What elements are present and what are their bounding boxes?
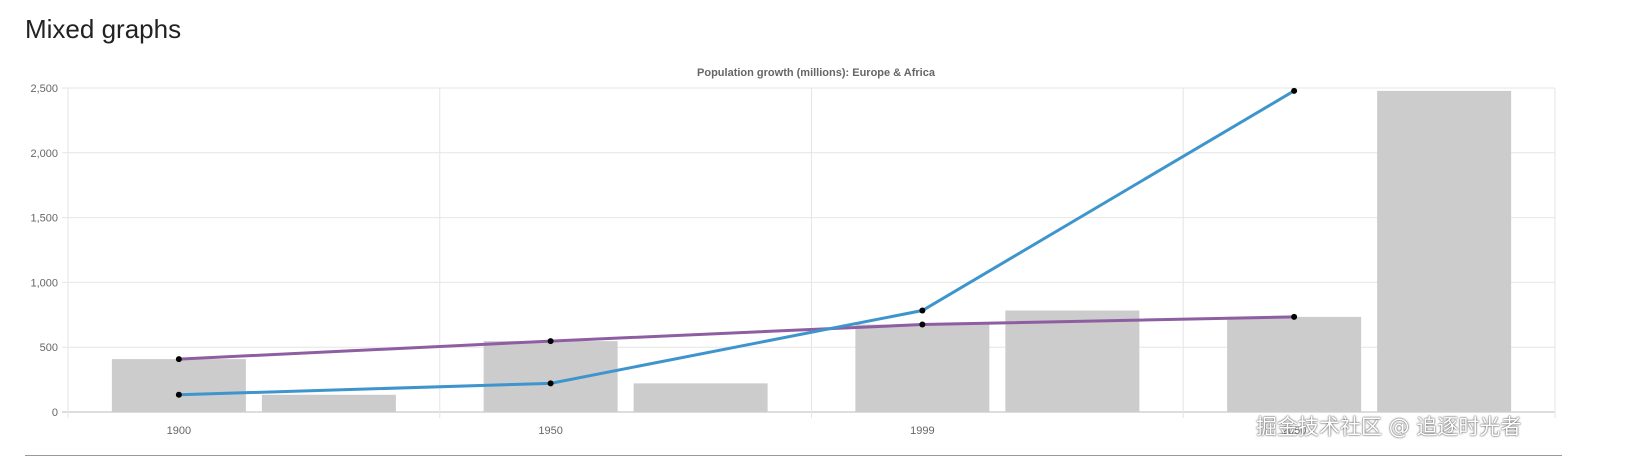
- x-tick-label: 1950: [538, 425, 562, 437]
- chart-axes: 0 500 1,000 1,500 2,000 2,500 1900 1950 1999 2050: [30, 83, 1306, 437]
- y-tick-label: 0: [52, 407, 58, 419]
- y-tick-label: 1,500: [30, 213, 58, 225]
- point-africa-1999: [919, 307, 926, 314]
- line-europe: [178, 315, 1295, 361]
- point-africa-1900: [175, 391, 182, 398]
- bar-africa-1900: [261, 394, 396, 412]
- point-africa-1950: [547, 380, 554, 387]
- mixed-chart: Population growth (millions): Europe & A…: [30, 67, 1556, 437]
- point-europe-1999: [919, 321, 926, 328]
- chart-lines: [175, 87, 1298, 398]
- bar-europe-1900: [111, 359, 246, 412]
- point-europe-2050: [1291, 313, 1298, 320]
- page-title: Mixed graphs: [25, 14, 182, 44]
- bar-africa-1999: [1005, 310, 1140, 412]
- chart-bars: [111, 90, 1512, 412]
- point-europe-1900: [175, 356, 182, 363]
- y-tick-label: 2,000: [30, 148, 58, 160]
- divider: [25, 455, 1562, 456]
- line-africa: [178, 89, 1295, 397]
- y-tick-label: 2,500: [30, 83, 58, 95]
- chart-grid: [62, 87, 1556, 418]
- bar-europe-2050: [1227, 316, 1362, 412]
- point-europe-1950: [547, 338, 554, 345]
- x-tick-label: 2050: [1282, 425, 1306, 437]
- chart-title: Population growth (millions): Europe & A…: [697, 67, 936, 79]
- y-tick-label: 1,000: [30, 277, 58, 289]
- bar-africa-2050: [1377, 90, 1512, 412]
- x-tick-label: 1999: [910, 425, 934, 437]
- x-tick-label: 1900: [167, 425, 191, 437]
- bar-africa-1950: [633, 383, 768, 412]
- bar-europe-1999: [855, 324, 990, 412]
- y-tick-label: 500: [40, 342, 58, 354]
- watermark-text: 掘金技术社区 @ 追逐时光者: [1256, 415, 1522, 439]
- bar-europe-1950: [483, 341, 618, 412]
- point-africa-2050: [1291, 87, 1298, 94]
